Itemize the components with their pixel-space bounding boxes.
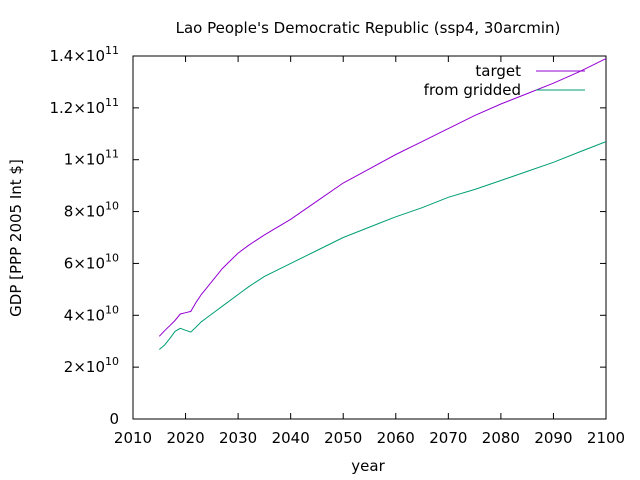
y-tick-label: 8×1010 — [64, 200, 119, 221]
y-tick-label: 1×1011 — [64, 148, 119, 169]
axis-ticks: 2010 2020 2030 2040 2050 2060 2070 2080 2090 2100… — [49, 44, 625, 447]
x-tick-label: 2080 — [482, 429, 520, 447]
y-axis-title: GDP [PPP 2005 Int $] — [7, 159, 25, 317]
x-tick-label: 2030 — [219, 429, 257, 447]
x-tick-label: 2090 — [534, 429, 572, 447]
x-tick-label: 2010 — [114, 429, 152, 447]
y-tick-label: 6×1010 — [64, 251, 119, 272]
y-tick-label: 2×1010 — [64, 355, 119, 376]
x-tick-label: 2040 — [272, 429, 310, 447]
legend-label: from gridded — [424, 81, 521, 99]
series-line-from-gridded — [158, 141, 607, 350]
series-lines — [158, 58, 607, 350]
y-tick-label: 1.2×1011 — [49, 96, 119, 117]
legend-label: target — [475, 62, 521, 80]
y-tick-label: 4×1010 — [64, 303, 119, 324]
x-tick-label: 2060 — [377, 429, 415, 447]
x-tick-label: 2100 — [587, 429, 625, 447]
x-tick-label: 2020 — [166, 429, 204, 447]
x-tick-label: 2050 — [324, 429, 362, 447]
series-line-target — [158, 58, 607, 337]
x-tick-label: 2070 — [429, 429, 467, 447]
x-axis-title: year — [351, 457, 385, 475]
y-tick-label: 0 — [109, 410, 119, 428]
chart-title: Lao People's Democratic Republic (ssp4, … — [176, 19, 561, 37]
plot-frame — [132, 55, 607, 420]
y-tick-label: 1.4×1011 — [49, 44, 119, 65]
